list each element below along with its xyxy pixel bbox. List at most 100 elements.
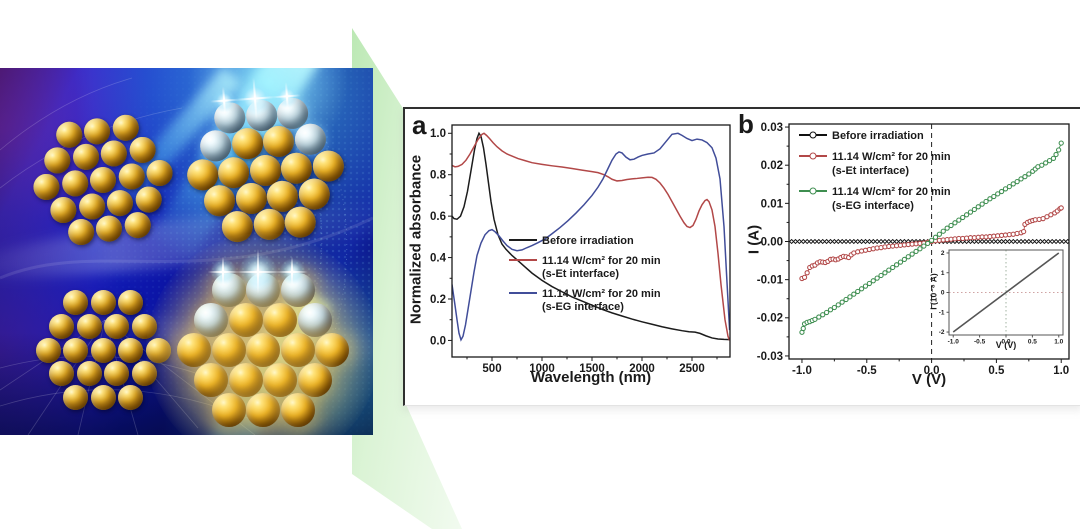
data-point-marker: [843, 296, 849, 303]
data-point-marker: [979, 201, 985, 207]
gold-nanoparticle: [49, 361, 75, 387]
data-point-marker: [893, 262, 900, 268]
data-point-marker: [812, 238, 818, 245]
gold-nanoparticle: [177, 333, 211, 367]
data-point-marker: [823, 309, 830, 316]
data-point-marker: [1043, 160, 1049, 166]
data-point-marker: [820, 312, 826, 318]
data-point-marker: [1045, 238, 1051, 245]
data-point-marker: [792, 238, 799, 245]
tick-label: 0.0: [924, 365, 940, 377]
legend-line-swatch: [509, 258, 537, 261]
data-point-marker: [971, 238, 978, 245]
data-point-marker: [816, 238, 822, 245]
legend-text: 11.14 W/cm² for 20 min: [832, 186, 951, 198]
data-point-marker: [866, 238, 873, 245]
legend-entry: 11.14 W/cm² for 20 min (s-EG interface): [799, 185, 951, 213]
data-point-marker: [808, 238, 814, 245]
tick-label: -1.0: [948, 339, 960, 346]
gold-nanoparticle: [104, 361, 130, 387]
data-point-marker: [987, 196, 993, 202]
data-point-marker: [1002, 238, 1009, 245]
data-point-marker: [839, 299, 845, 305]
data-point-marker: [1010, 238, 1016, 245]
data-point-marker: [855, 238, 861, 245]
gold-nanoparticle: [90, 337, 116, 363]
data-point-marker: [843, 238, 849, 245]
gold-nanoparticle: [63, 385, 88, 411]
legend-text: (s-Et interface): [542, 268, 620, 280]
data-point-marker: [1058, 140, 1064, 146]
data-point-marker: [1014, 178, 1020, 185]
gold-nanoparticle: [228, 362, 263, 397]
tick-label: -0.01: [757, 275, 784, 287]
legend-text: Before irradiation: [832, 130, 924, 142]
data-point-marker: [851, 291, 857, 297]
data-point-marker: [909, 251, 915, 257]
legend-entry: Before irradiation: [799, 129, 951, 143]
data-point-marker: [975, 204, 981, 210]
gold-nanoparticle: [263, 303, 298, 338]
data-point-marker: [1037, 238, 1044, 245]
data-point-marker: [971, 206, 977, 213]
data-point-marker: [800, 238, 806, 245]
data-point-marker: [1041, 238, 1048, 245]
legend-text: 11.14 W/cm² for 20 min: [542, 287, 661, 300]
gold-nanoparticle: [118, 337, 143, 363]
data-point-marker: [823, 238, 830, 245]
data-point-marker: [998, 238, 1005, 245]
legend-marker-icon: [809, 187, 817, 195]
tick-label: 1: [941, 270, 945, 277]
gold-nanoparticle: [315, 333, 349, 367]
data-point-marker: [827, 307, 834, 313]
data-point-marker: [835, 238, 841, 245]
data-point-marker: [789, 238, 795, 245]
data-point-marker: [1022, 174, 1028, 180]
data-point-marker: [816, 314, 822, 320]
data-point-marker: [967, 209, 974, 215]
data-point-marker: [812, 316, 818, 322]
data-series-line: [452, 132, 730, 341]
data-point-marker: [952, 220, 958, 226]
data-point-marker: [882, 238, 888, 245]
gold-nanoparticle: [104, 313, 130, 339]
data-point-marker: [866, 280, 872, 287]
gold-nanoparticle: [194, 362, 229, 397]
data-point-marker: [944, 225, 950, 231]
data-point-marker: [940, 228, 946, 234]
plots-svg: 500 1000 1500 2000 2500 0.0 0.2 0.4 0.6 0.8 1.0 -1.…: [430, 122, 1070, 377]
gold-nanoparticle: [118, 289, 143, 315]
tick-label: 0.0: [1001, 339, 1010, 346]
data-point-marker: [1039, 162, 1045, 168]
gold-nanoparticle: [280, 392, 315, 427]
tick-label: 1.0: [430, 128, 446, 140]
data-point-marker: [804, 270, 810, 276]
gold-nanoparticle: [35, 337, 61, 363]
legend-text: Before irradiation: [542, 235, 634, 247]
data-point-marker: [1050, 155, 1057, 161]
panel-a-xaxis-title: Wavelength (nm): [530, 369, 652, 386]
data-point-marker: [847, 238, 853, 245]
tick-label: -0.5: [974, 339, 986, 346]
data-point-marker: [987, 238, 993, 245]
data-point-marker: [921, 243, 927, 249]
gold-nanoparticle: [76, 313, 102, 339]
gold-nanoparticle: [90, 289, 116, 315]
data-point-marker: [1065, 238, 1069, 245]
tick-label: 0.5: [988, 365, 1005, 377]
data-point-marker: [917, 246, 923, 252]
gold-nanoparticle: [280, 333, 315, 367]
inset-yaxis-title: I (10⁻⁸ A): [928, 273, 939, 310]
data-point-marker: [882, 270, 888, 276]
panel-b-xaxis-title: V (V): [911, 371, 947, 388]
data-point-marker: [886, 267, 892, 273]
panel-a-legend: Before irradiation 11.14 W/cm² for 20 mi…: [509, 235, 661, 321]
data-point-marker: [858, 286, 865, 292]
data-point-marker: [796, 238, 803, 245]
data-point-marker: [998, 188, 1005, 195]
inset-xaxis-title: V (V): [995, 340, 1017, 350]
data-point-marker: [1006, 238, 1013, 245]
data-point-marker: [995, 191, 1001, 197]
data-point-marker: [936, 231, 942, 237]
tick-label: -0.03: [757, 351, 783, 363]
